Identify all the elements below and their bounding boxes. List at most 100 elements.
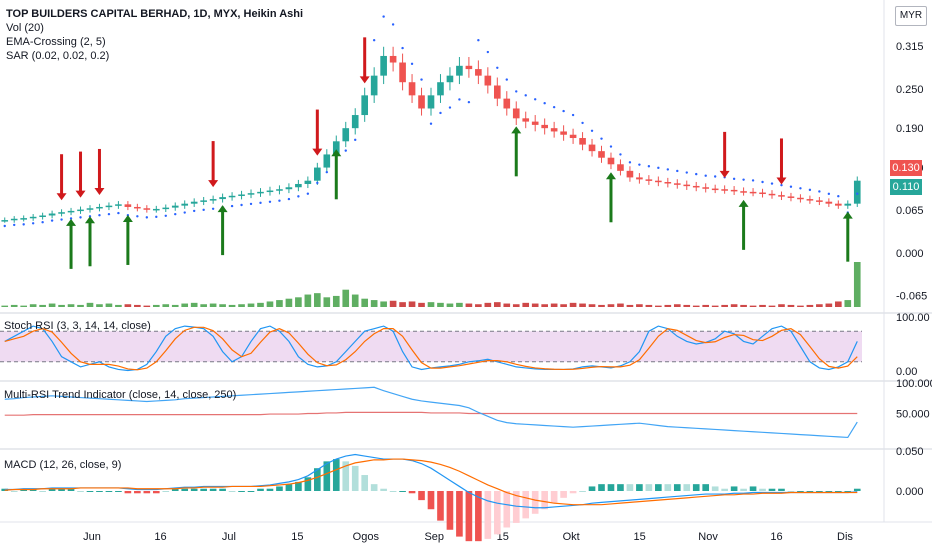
sar-dot [780,183,783,187]
candle-body [673,183,681,185]
sar-dot [22,223,25,226]
sar-dot [609,145,613,148]
candle-body [10,218,18,221]
sar-dot [600,137,603,140]
sar-dot [827,192,831,196]
macd-histogram-bar [655,484,662,491]
macd-tick-label: 0.000 [896,486,924,498]
macd-histogram-bar [806,491,814,492]
macd-histogram-bar [342,461,350,491]
volume-bar [617,303,624,307]
candle-body [276,189,283,191]
price-tick-label: 0.250 [896,84,924,96]
volume-bar [58,304,65,307]
volume-bar [361,298,369,307]
time-tick-label: Sep [424,531,444,543]
candle-body [408,82,416,96]
buy-arrow-head [66,218,77,226]
sar-dot [789,185,793,188]
candle-body [740,191,747,193]
macd-histogram-bar [465,491,473,542]
sell-arrow-head [312,148,323,156]
stoch-d-line [4,326,858,371]
candle-body [645,179,653,181]
candle-body [598,151,605,158]
sar-dot [183,211,186,214]
macd-histogram-bar [626,484,634,491]
sell-arrow-head [94,187,105,195]
candle-body [86,208,94,210]
volume-bar [408,301,416,307]
currency-button[interactable]: MYR [895,6,927,26]
buy-arrow-head [122,214,133,222]
macd-histogram-bar [134,491,141,494]
macd-histogram-bar [266,488,274,491]
candle-body [531,121,539,125]
sar-dot [818,190,821,193]
volume-bar [143,305,151,307]
candle-body [550,128,558,132]
candle-body [219,197,226,200]
candle-body [806,199,814,201]
macd-histogram-bar [598,484,605,491]
candle-body [418,95,425,109]
macd-histogram-bar [96,491,103,492]
candle-body [493,85,501,99]
macd-histogram-bar [740,488,747,491]
macd-histogram-bar [190,488,198,491]
sar-dot [685,171,688,174]
volume-bar [569,302,577,307]
multi-rsi-label: Multi-RSI Trend Indicator (close, 14, cl… [4,389,237,401]
volume-bar [759,304,766,307]
sar-dot [107,212,111,216]
candle-body [588,144,596,152]
macd-histogram-bar [759,488,766,491]
sar-dot [448,106,452,109]
volume-bar [588,304,596,307]
macd-histogram-bar [730,486,738,491]
candle-body [853,180,861,204]
time-tick-label: 15 [634,531,646,543]
macd-histogram-bar [607,484,615,491]
volume-bar [323,297,331,307]
sar-dot [60,218,63,221]
volume-bar [778,304,785,307]
candle-body [512,108,520,119]
sell-arrow-head [776,177,787,185]
sar-dot [249,202,253,206]
macd-histogram-bar [48,488,56,491]
legend-ema-crossing: EMA-Crossing (2, 5) [6,36,106,48]
sell-arrow-head [208,180,219,188]
volume-bar [228,304,236,307]
sar-dot [666,168,670,171]
volume-bar [181,303,189,307]
candle-body [67,210,75,213]
candle-body [825,201,833,204]
volume-bar [304,294,312,307]
candle-body [171,205,179,208]
volume-bar [29,304,37,307]
volume-bar [437,302,444,307]
candle-body [295,183,302,188]
candle-body [190,201,198,204]
candle-body [721,189,728,191]
candle-body [238,194,245,196]
buy-arrow-head [738,199,749,207]
time-tick-label: Nov [698,531,718,543]
macd-histogram-bar [475,491,482,542]
buy-arrow-head [217,205,228,213]
candle-body [465,65,473,70]
volume-bar [749,305,757,307]
macd-histogram-bar [209,488,217,491]
macd-histogram-bar [673,484,681,491]
sar-dot [306,192,310,195]
sar-dot [50,219,54,222]
macd-histogram-bar [228,491,236,492]
macd-histogram-bar [285,484,293,491]
volume-bar [835,301,842,307]
volume-bar [370,300,378,307]
candle-body [181,203,189,206]
sar-dot [240,203,243,207]
sar-dot [69,217,73,220]
